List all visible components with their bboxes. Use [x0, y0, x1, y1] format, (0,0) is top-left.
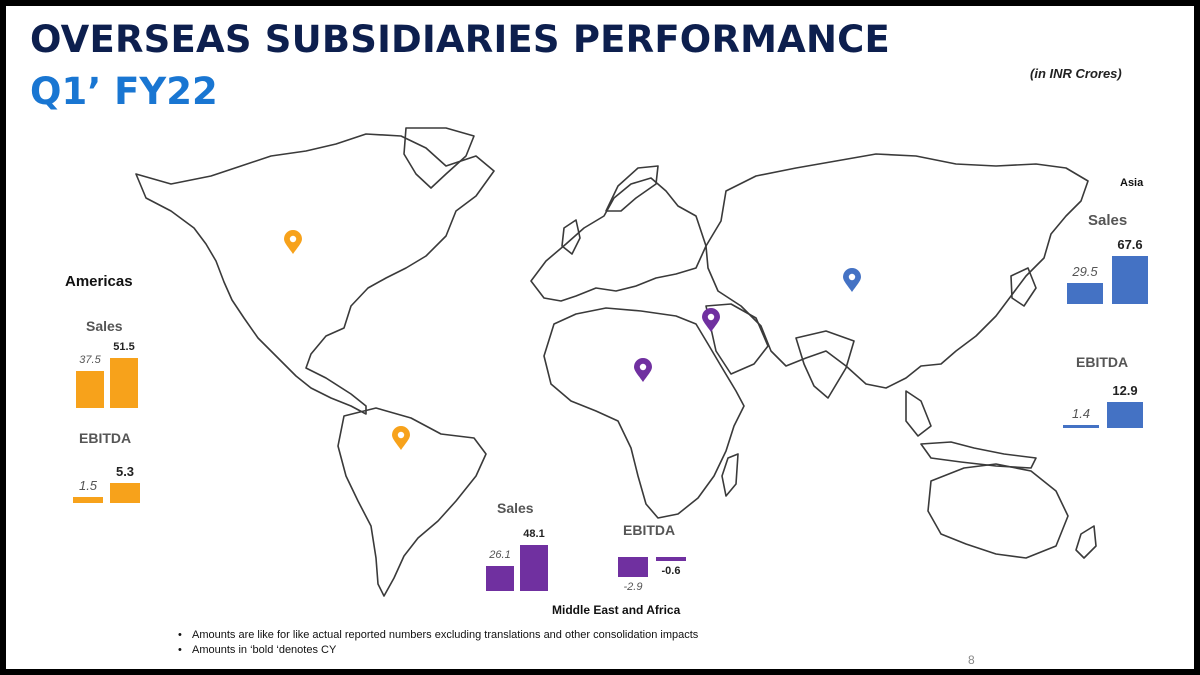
south-america-outline [337, 407, 487, 597]
map-pin-icon [843, 268, 861, 292]
australia-outline [927, 463, 1069, 559]
japan-outline [1010, 267, 1037, 307]
page-number: 8 [968, 653, 975, 667]
map-pins [284, 230, 861, 450]
mea-sales-value-cy: 48.1 [523, 527, 545, 540]
scandinavia-outline [605, 165, 659, 212]
europe-outline [530, 177, 707, 302]
americas-ebitda-bar-py [73, 497, 103, 503]
page-subtitle: Q1’ FY22 [30, 70, 218, 113]
mea-sales-bar-py [486, 565, 514, 591]
map-pin-icon [702, 308, 720, 332]
africa-outline [543, 307, 745, 519]
map-pin-icon [284, 230, 302, 254]
mea-ebitda-value-cy: -0.6 [661, 565, 681, 578]
greenland-outline [403, 127, 475, 189]
asia-outline [705, 153, 1089, 389]
asia-sales-label: Sales [1088, 212, 1128, 229]
mea-sales-value-py: 26.1 [489, 548, 511, 561]
map-pin-icon [634, 358, 652, 382]
mea-sales-label: Sales [497, 500, 534, 516]
indonesia-outline [920, 441, 1037, 469]
asia-ebitda-value-cy: 12.9 [1112, 383, 1138, 399]
americas-sales-value-cy: 51.5 [113, 340, 135, 353]
asia-sales-bar-py [1067, 283, 1103, 304]
world-map [135, 127, 1097, 597]
americas-sales-bar-py [76, 371, 104, 408]
americas-ebitda-value-cy: 5.3 [115, 463, 135, 479]
india-outline [795, 330, 855, 399]
map-pin-icon [392, 426, 410, 450]
mea-ebitda-bar-py [618, 557, 648, 577]
mea-sales-bar-cy [520, 544, 548, 591]
madagascar-outline [721, 453, 739, 497]
uk-outline [561, 219, 581, 255]
footnote-item: Amounts are like for like actual reporte… [176, 628, 698, 643]
arabia-outline [705, 303, 769, 375]
page-title: OVERSEAS SUBSIDIARIES PERFORMANCE [30, 18, 890, 61]
region-title-mea: Middle East and Africa [552, 603, 681, 617]
region-title-americas: Americas [65, 273, 133, 290]
asia-sales-value-py: 29.5 [1072, 264, 1098, 280]
region-title-asia: Asia [1120, 177, 1144, 189]
americas-ebitda-bar-cy [110, 482, 140, 503]
asia-ebitda-bar-py [1063, 425, 1099, 428]
asia-ebitda-value-py: 1.4 [1071, 406, 1091, 421]
mea-ebitda-value-py: -2.9 [623, 580, 643, 593]
asia-sales-value-cy: 67.6 [1117, 237, 1143, 252]
footnote-item: Amounts in ‘bold ‘denotes CY [176, 643, 698, 658]
slide: OVERSEAS SUBSIDIARIES PERFORMANCE Q1’ FY… [6, 6, 1194, 669]
asia-sales-bar-cy [1112, 256, 1148, 304]
southeast-asia-outline [905, 390, 932, 437]
americas-sales-bar-cy [110, 357, 138, 408]
north-america-outline [135, 133, 495, 415]
units-note: (in INR Crores) [1030, 66, 1122, 81]
footnotes: Amounts are like for like actual reporte… [176, 628, 698, 658]
americas-sales-value-py: 37.5 [79, 354, 101, 367]
americas-sales-label: Sales [86, 318, 123, 334]
mea-ebitda-label: EBITDA [623, 522, 676, 538]
new-zealand-outline [1075, 525, 1097, 559]
asia-ebitda-bar-cy [1107, 402, 1143, 428]
mea-ebitda-bar-cy [656, 557, 686, 562]
americas-ebitda-value-py: 1.5 [78, 478, 98, 494]
asia-ebitda-label: EBITDA [1076, 354, 1129, 370]
americas-ebitda-label: EBITDA [79, 430, 132, 446]
